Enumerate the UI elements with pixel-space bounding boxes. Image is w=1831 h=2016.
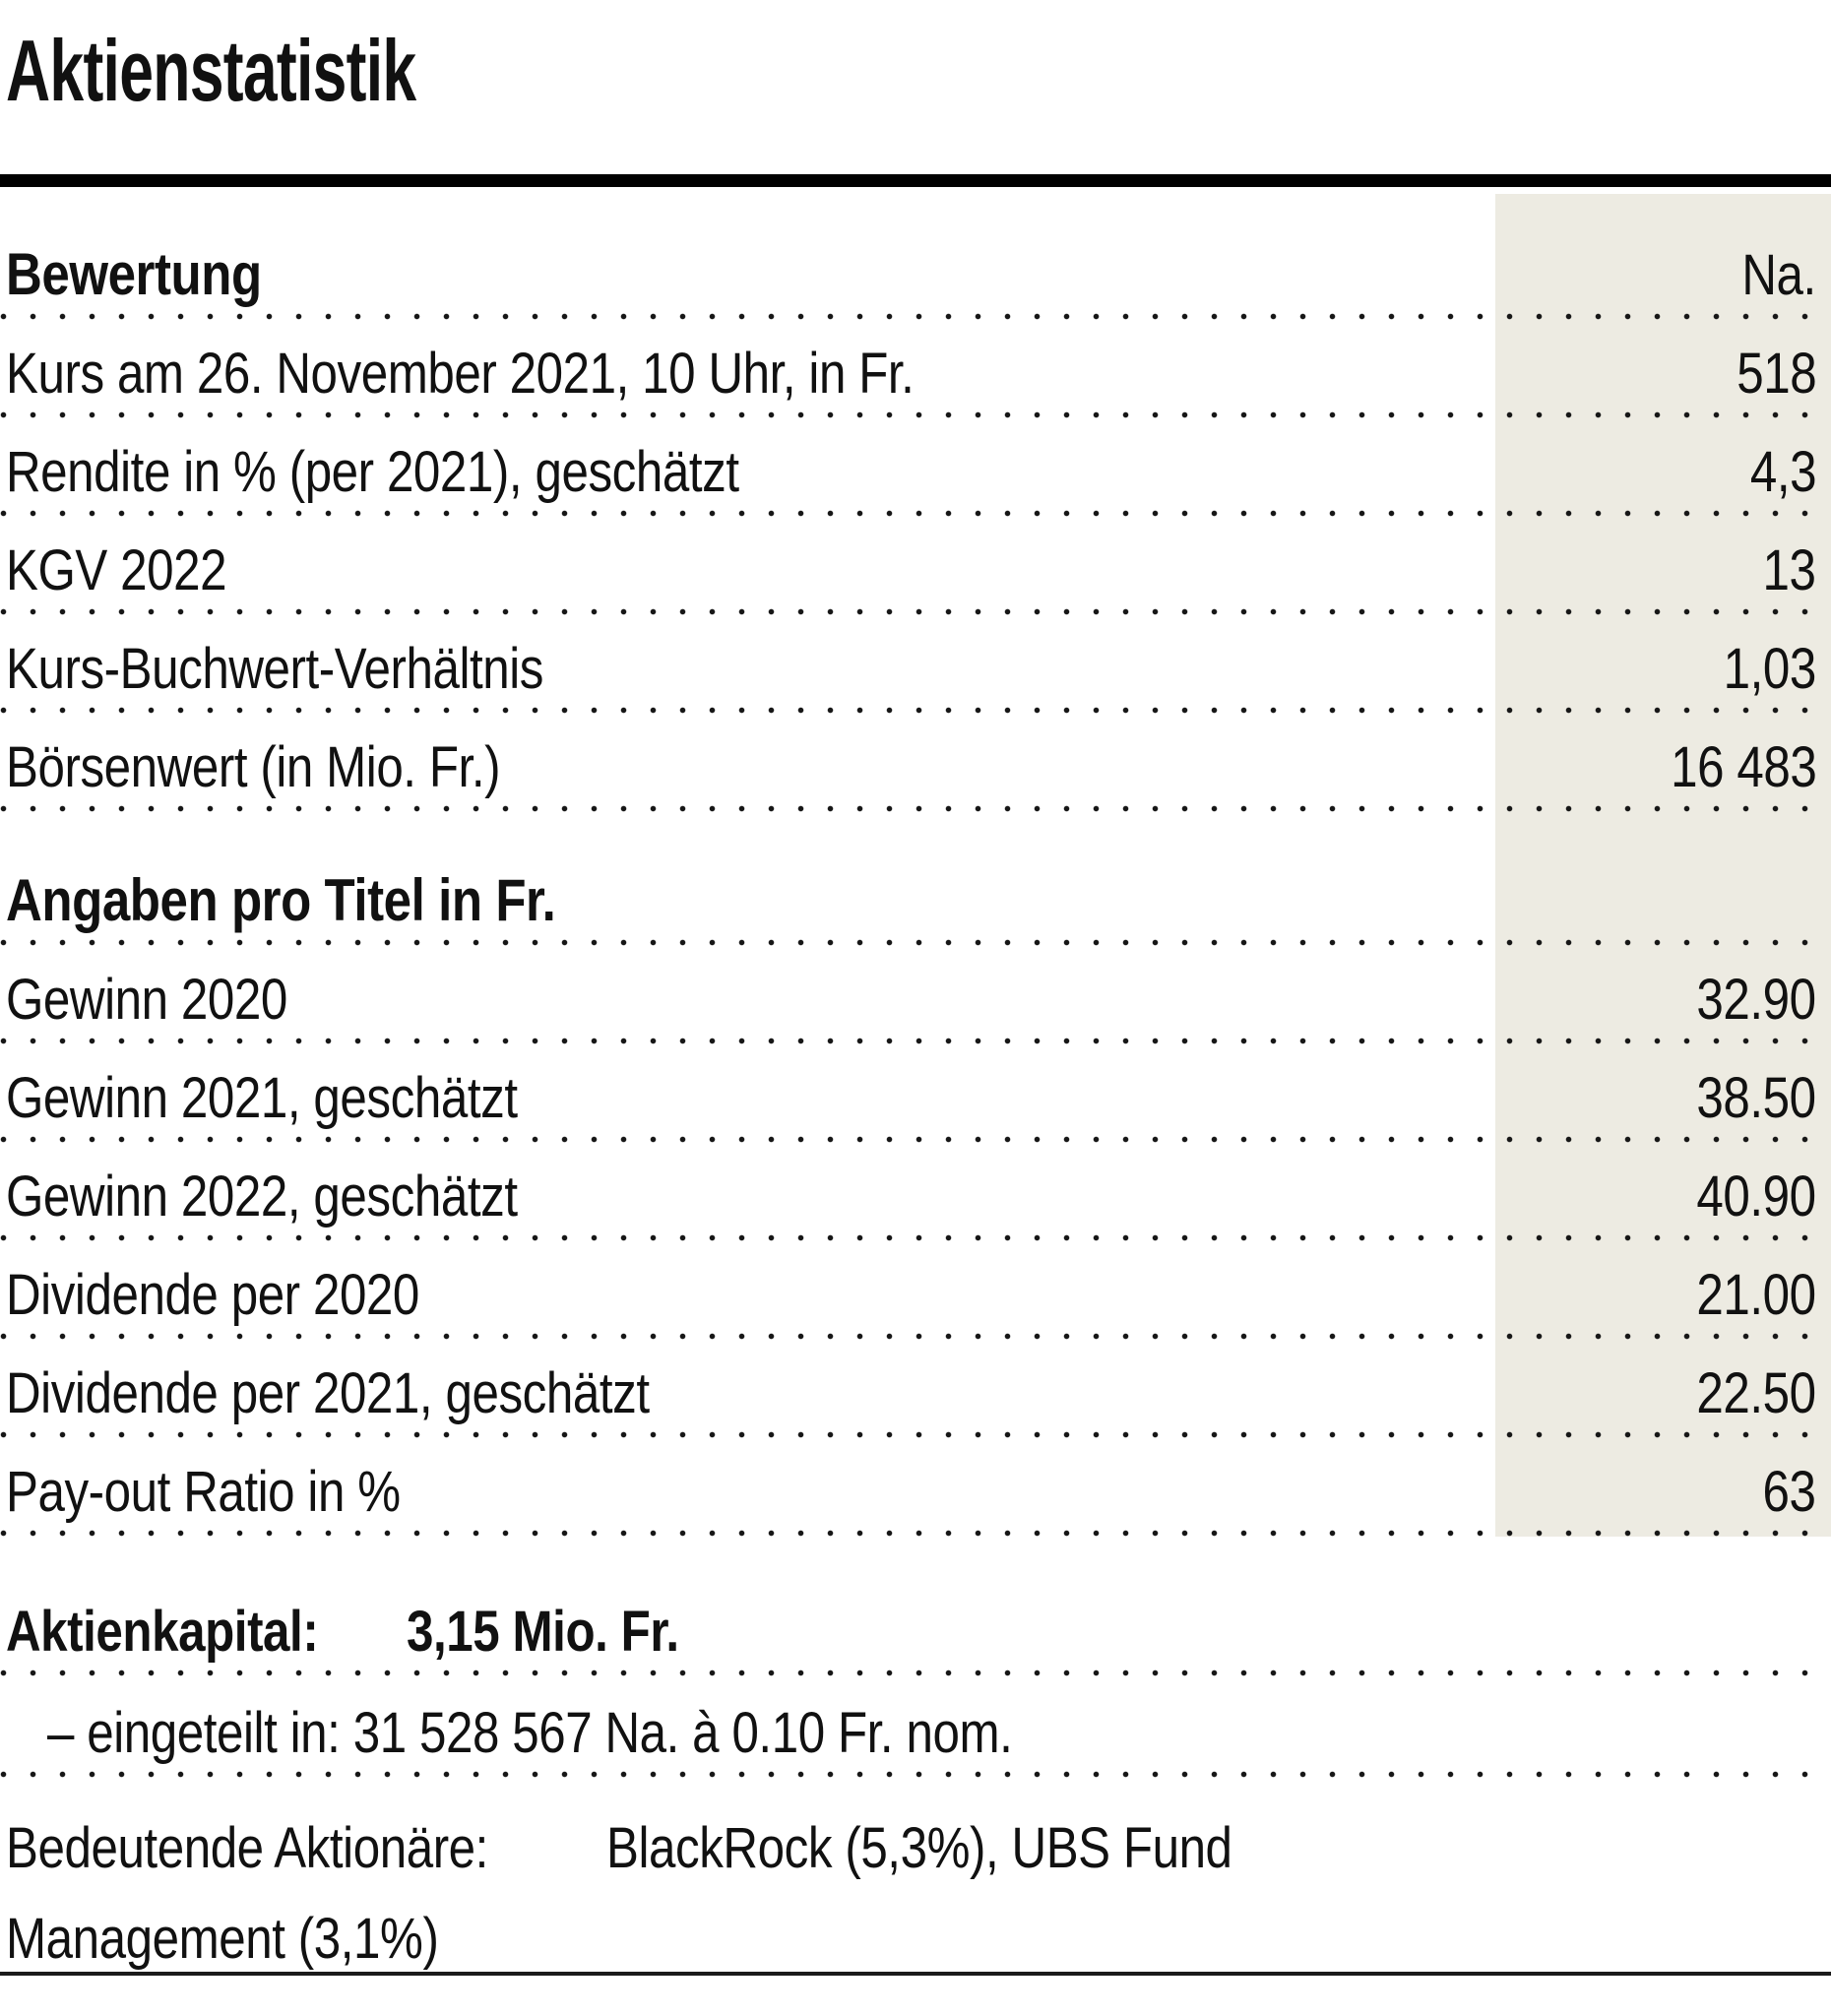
dotted-separator <box>0 939 1831 946</box>
dotted-separator <box>0 313 1831 320</box>
shareholders-text-2: Management (3,1%) <box>6 1907 439 1972</box>
dotted-separator <box>0 1431 1831 1438</box>
row-label: Rendite in % (per 2021), geschätzt <box>6 440 739 504</box>
dotted-separator <box>0 510 1831 517</box>
section-header: Angaben pro Titel in Fr. <box>6 867 556 933</box>
row-label: Börsenwert (in Mio. Fr.) <box>6 735 501 799</box>
table-row: Gewinn 2021, geschätzt 38.50 <box>0 1044 1831 1143</box>
table-row: KGV 2022 13 <box>0 517 1831 615</box>
section-header-row: Angaben pro Titel in Fr. <box>0 812 1831 946</box>
share-capital-value: 3,15 Mio. Fr. <box>407 1600 680 1664</box>
table-row: Dividende per 2020 21.00 <box>0 1241 1831 1340</box>
shareholders-text-1: BlackRock (5,3%), UBS Fund <box>606 1816 1232 1881</box>
row-label: Gewinn 2021, geschätzt <box>6 1066 518 1130</box>
row-value: 518 <box>1736 342 1816 406</box>
shareholders-line-2: Management (3,1%) <box>6 1894 1816 1984</box>
row-value: 32.90 <box>1696 968 1817 1032</box>
table-row: Pay-out Ratio in % 63 <box>0 1438 1831 1537</box>
dotted-separator <box>0 411 1831 418</box>
dotted-separator <box>0 1136 1831 1143</box>
row-value: 40.90 <box>1696 1165 1817 1228</box>
page-title-text: Aktienstatistik <box>6 22 416 119</box>
footnotes-block: Aktienkapital: 3,15 Mio. Fr. – eingeteil… <box>0 1537 1831 1984</box>
dotted-separator <box>0 1670 1831 1676</box>
share-split-line: – eingeteilt in: 31 528 567 Na. à 0.10 F… <box>0 1676 1831 1778</box>
table-row: Dividende per 2021, geschätzt 22.50 <box>0 1340 1831 1438</box>
statistics-table: Bewertung Na. Kurs am 26. November 2021,… <box>0 194 1831 1537</box>
row-value: 16 483 <box>1670 735 1817 799</box>
shareholders-label: Bedeutende Aktionäre: <box>6 1816 488 1881</box>
row-value: 38.50 <box>1696 1066 1817 1130</box>
table-row: Börsenwert (in Mio. Fr.) 16 483 <box>0 714 1831 812</box>
table-row: Gewinn 2022, geschätzt 40.90 <box>0 1143 1831 1241</box>
row-label: Kurs am 26. November 2021, 10 Uhr, in Fr… <box>6 342 915 406</box>
row-label: Pay-out Ratio in % <box>6 1460 401 1524</box>
row-value: 22.50 <box>1696 1361 1817 1425</box>
share-capital-label: Aktienkapital: <box>6 1600 319 1664</box>
row-value: 4,3 <box>1749 440 1817 504</box>
row-label: KGV 2022 <box>6 538 227 602</box>
shareholders-line-1: Bedeutende Aktionäre: BlackRock (5,3%), … <box>6 1803 1816 1894</box>
row-value: 63 <box>1763 1460 1816 1524</box>
share-split-text: – eingeteilt in: 31 528 567 Na. à 0.10 F… <box>47 1701 1013 1765</box>
table-row: Rendite in % (per 2021), geschätzt 4,3 <box>0 418 1831 517</box>
row-label: Dividende per 2021, geschätzt <box>6 1361 650 1425</box>
dotted-separator <box>0 1530 1831 1537</box>
table-row: Gewinn 2020 32.90 <box>0 946 1831 1044</box>
section-header: Bewertung <box>6 241 262 307</box>
share-capital-line: Aktienkapital: 3,15 Mio. Fr. <box>0 1537 1831 1676</box>
row-label: Dividende per 2020 <box>6 1263 419 1327</box>
top-divider-rule <box>0 174 1831 187</box>
dotted-separator <box>0 805 1831 812</box>
dotted-separator <box>0 1771 1831 1778</box>
dotted-separator <box>0 1038 1831 1044</box>
page-title: Aktienstatistik <box>6 28 584 114</box>
row-label: Gewinn 2022, geschätzt <box>6 1165 518 1228</box>
section-header-row: Bewertung Na. <box>0 194 1831 320</box>
major-shareholders-block: Bedeutende Aktionäre: BlackRock (5,3%), … <box>0 1778 1831 1984</box>
dotted-separator <box>0 608 1831 615</box>
row-label: Gewinn 2020 <box>6 968 287 1032</box>
row-value: 13 <box>1763 538 1816 602</box>
dotted-separator <box>0 1234 1831 1241</box>
column-header: Na. <box>1741 243 1817 307</box>
dotted-separator <box>0 707 1831 714</box>
row-value: 21.00 <box>1696 1263 1817 1327</box>
table-row: Kurs am 26. November 2021, 10 Uhr, in Fr… <box>0 320 1831 418</box>
row-value: 1,03 <box>1723 637 1817 701</box>
row-label: Kurs-Buchwert-Verhältnis <box>6 637 544 701</box>
table-row: Kurs-Buchwert-Verhältnis 1,03 <box>0 615 1831 714</box>
dotted-separator <box>0 1333 1831 1340</box>
bottom-divider-rule <box>0 1972 1831 1976</box>
